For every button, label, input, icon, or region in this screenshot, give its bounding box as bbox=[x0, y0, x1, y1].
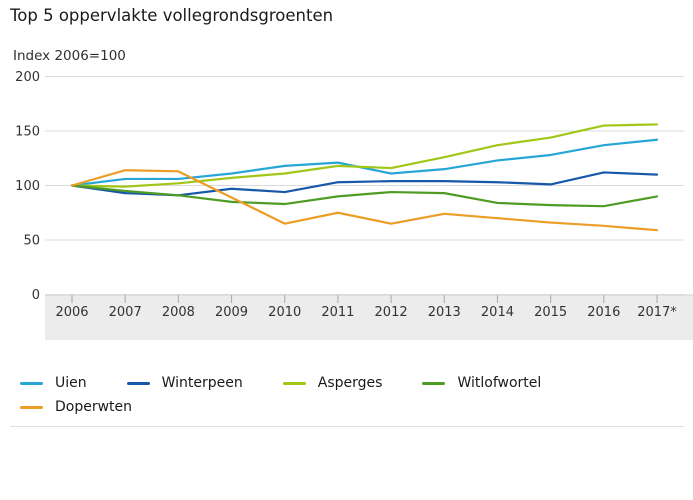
legend-item-uien[interactable]: Uien bbox=[20, 372, 87, 394]
legend-swatch-icon bbox=[126, 381, 150, 385]
legend: Uien Winterpeen Asperges Witlofwortel Doperw… bbox=[20, 372, 605, 418]
x-axis-tick-label: 2006 bbox=[55, 305, 88, 320]
bottom-separator bbox=[10, 426, 684, 427]
legend-swatch-icon bbox=[20, 405, 43, 409]
x-axis-tick-label: 2017* bbox=[637, 305, 677, 320]
chart-subtitle: Index 2006=100 bbox=[13, 48, 126, 64]
y-axis-tick-label: 100 bbox=[15, 179, 40, 194]
legend-label: Asperges bbox=[317, 375, 383, 391]
x-axis-band bbox=[45, 295, 693, 340]
legend-label: Doperwten bbox=[55, 399, 133, 415]
x-axis-tick-label: 2010 bbox=[268, 305, 301, 320]
x-axis-tick-label: 2014 bbox=[481, 305, 514, 320]
legend-label: Uien bbox=[55, 375, 87, 391]
legend-item-winterpeen[interactable]: Winterpeen bbox=[126, 372, 243, 394]
x-axis-tick-label: 2007 bbox=[109, 305, 142, 320]
y-axis-tick-label: 150 bbox=[15, 125, 40, 140]
series-line-asperges bbox=[70, 123, 659, 188]
x-axis-tick-label: 2009 bbox=[215, 305, 248, 320]
y-axis-tick-label: 0 bbox=[32, 288, 40, 303]
x-axis-tick-label: 2011 bbox=[321, 305, 354, 320]
line-chart: 0 50 100 150 200 2006 2007 2008 2009 2010 2011 2012… bbox=[15, 70, 693, 340]
chart-title: Top 5 oppervlakte vollegrondsgroenten bbox=[10, 6, 334, 25]
x-axis-tick-label: 2013 bbox=[428, 305, 461, 320]
series-line-witlofwortel bbox=[70, 184, 659, 208]
legend-item-asperges[interactable]: Asperges bbox=[282, 372, 383, 394]
legend-item-doperwten[interactable]: Doperwten bbox=[20, 396, 132, 418]
legend-swatch-icon bbox=[20, 381, 43, 385]
x-axis-tick-label: 2008 bbox=[162, 305, 195, 320]
series-line-doperwten bbox=[70, 169, 659, 232]
legend-swatch-icon bbox=[282, 381, 306, 385]
x-axis-tick-label: 2015 bbox=[534, 305, 567, 320]
y-axis-tick-label: 200 bbox=[15, 70, 40, 85]
x-axis-tick-label: 2016 bbox=[587, 305, 620, 320]
legend-swatch-icon bbox=[422, 381, 446, 385]
legend-item-witlofwortel[interactable]: Witlofwortel bbox=[422, 372, 541, 394]
legend-label: Witlofwortel bbox=[457, 375, 542, 391]
legend-label: Winterpeen bbox=[161, 375, 243, 391]
x-axis-tick-label: 2012 bbox=[375, 305, 408, 320]
y-axis-tick-label: 50 bbox=[23, 234, 40, 249]
series-line-uien bbox=[70, 138, 659, 187]
